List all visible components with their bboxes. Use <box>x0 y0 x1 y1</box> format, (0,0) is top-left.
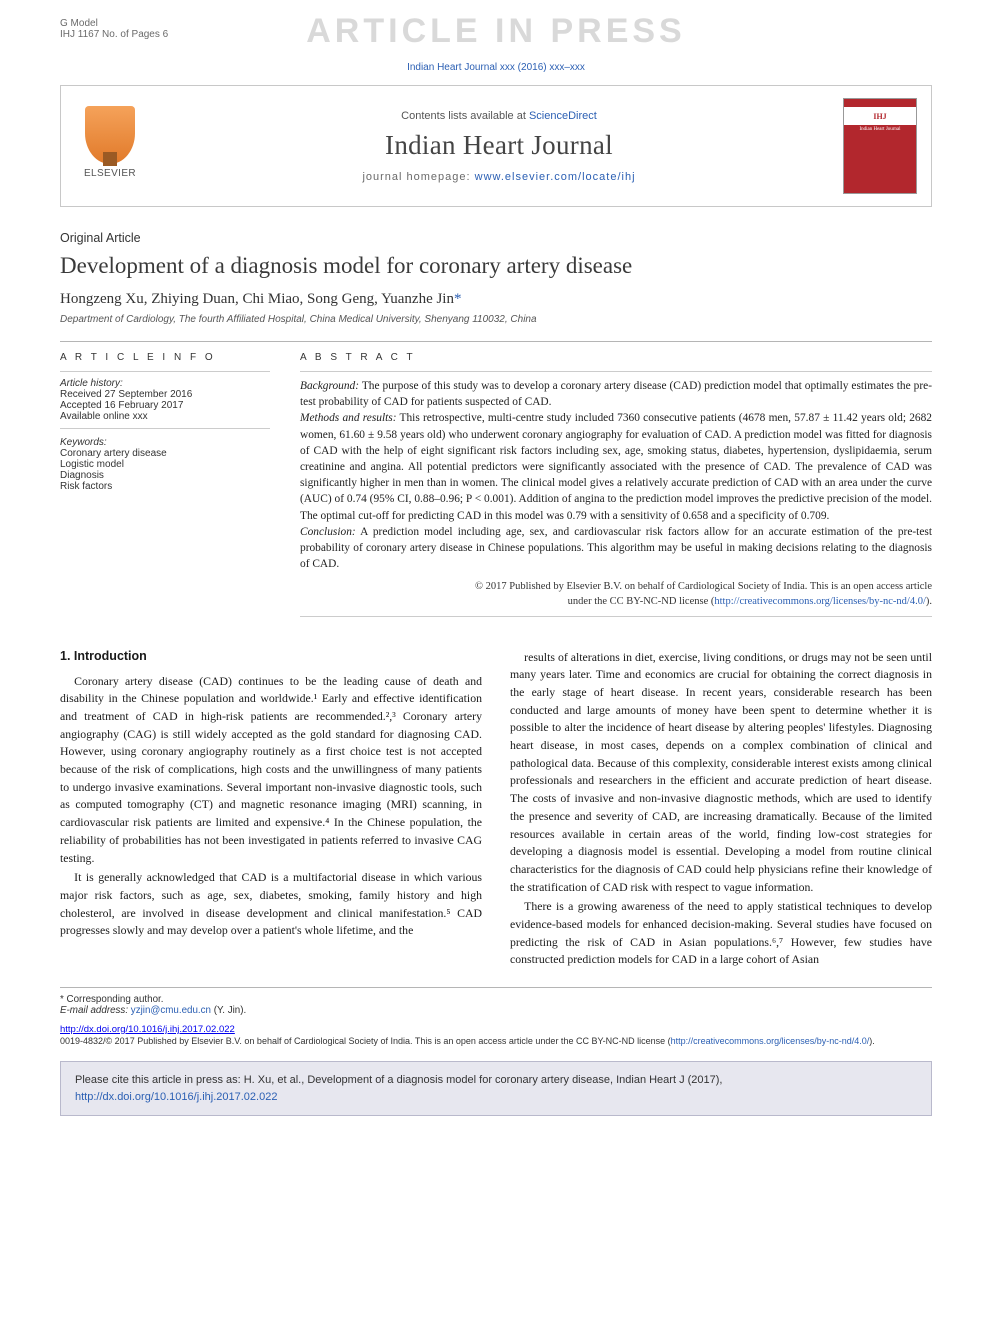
keyword-item: Coronary artery disease <box>60 448 270 459</box>
homepage-prefix: journal homepage: <box>362 171 474 183</box>
rights-text-1: 0019-4832/© 2017 Published by Elsevier B… <box>60 1036 671 1046</box>
corresponding-email-link[interactable]: yzjin@cmu.edu.cn <box>131 1005 211 1016</box>
corresponding-mark: * <box>454 291 462 307</box>
article-type: Original Article <box>60 231 932 245</box>
divider <box>60 341 932 342</box>
abstract-body: Background: The purpose of this study wa… <box>300 378 932 572</box>
online-date: Available online xxx <box>60 411 270 422</box>
background-label: Background: <box>300 380 359 392</box>
thin-rule <box>300 371 932 372</box>
author-list: Hongzeng Xu, Zhiying Duan, Chi Miao, Son… <box>60 291 932 308</box>
copyright-line-1: © 2017 Published by Elsevier B.V. on beh… <box>475 581 932 592</box>
elsevier-tree-icon <box>85 106 135 164</box>
body-paragraph: It is generally acknowledged that CAD is… <box>60 869 482 940</box>
copyright-line-2: under the CC BY-NC-ND license ( <box>568 596 715 607</box>
rights-text-2: ). <box>869 1036 875 1046</box>
accepted-date: Accepted 16 February 2017 <box>60 400 270 411</box>
journal-cover-thumb: IHJ Indian Heart Journal <box>843 98 917 194</box>
keywords-label: Keywords: <box>60 437 270 448</box>
abstract-head: A B S T R A C T <box>300 352 932 363</box>
methods-label: Methods and results: <box>300 412 397 424</box>
citation-text: Please cite this article in press as: H.… <box>75 1074 722 1086</box>
journal-homepage-link[interactable]: www.elsevier.com/locate/ihj <box>475 171 636 183</box>
license-link[interactable]: http://creativecommons.org/licenses/by-n… <box>714 596 926 607</box>
abstract-copyright: © 2017 Published by Elsevier B.V. on beh… <box>300 580 932 609</box>
journal-masthead: ELSEVIER Contents lists available at Sci… <box>60 85 932 207</box>
thin-rule <box>60 428 270 429</box>
received-date: Received 27 September 2016 <box>60 389 270 400</box>
doi-link[interactable]: http://dx.doi.org/10.1016/j.ihj.2017.02.… <box>60 1024 235 1035</box>
methods-text: This retrospective, multi-centre study i… <box>300 412 932 521</box>
article-info-head: A R T I C L E I N F O <box>60 352 270 363</box>
corresponding-author-note: * Corresponding author. <box>60 994 932 1005</box>
keyword-item: Logistic model <box>60 459 270 470</box>
rights-license-link[interactable]: http://creativecommons.org/licenses/by-n… <box>671 1036 870 1046</box>
contents-prefix: Contents lists available at <box>401 110 529 122</box>
body-paragraph: Coronary artery disease (CAD) continues … <box>60 673 482 868</box>
cover-abbr: IHJ <box>844 107 916 125</box>
section-heading-intro: 1. Introduction <box>60 649 482 663</box>
rights-line: 0019-4832/© 2017 Published by Elsevier B… <box>60 1035 932 1047</box>
footnotes: * Corresponding author. E-mail address: … <box>60 987 932 1016</box>
cover-subtitle: Indian Heart Journal <box>848 127 912 133</box>
background-text: The purpose of this study was to develop… <box>300 380 932 408</box>
citation-doi-link[interactable]: http://dx.doi.org/10.1016/j.ihj.2017.02.… <box>75 1091 277 1103</box>
affiliation: Department of Cardiology, The fourth Aff… <box>60 314 932 325</box>
email-label: E-mail address: <box>60 1005 128 1016</box>
conclusion-text: A prediction model including age, sex, a… <box>300 526 932 570</box>
journal-title: Indian Heart Journal <box>169 130 829 161</box>
header-row: G Model IHJ 1167 No. of Pages 6 <box>60 18 932 40</box>
email-owner: (Y. Jin). <box>211 1005 246 1016</box>
copyright-line-3: ). <box>926 596 932 607</box>
thin-rule <box>300 616 932 617</box>
journal-homepage-line: journal homepage: www.elsevier.com/locat… <box>169 171 829 183</box>
body-paragraph: results of alterations in diet, exercise… <box>510 649 932 897</box>
contents-line: Contents lists available at ScienceDirec… <box>169 110 829 122</box>
keyword-item: Diagnosis <box>60 470 270 481</box>
body-paragraph: There is a growing awareness of the need… <box>510 898 932 969</box>
manuscript-ref: IHJ 1167 No. of Pages 6 <box>60 29 168 40</box>
thin-rule <box>60 371 270 372</box>
keyword-item: Risk factors <box>60 481 270 492</box>
history-label: Article history: <box>60 378 270 389</box>
g-model-label: G Model <box>60 18 168 29</box>
authors-text: Hongzeng Xu, Zhiying Duan, Chi Miao, Son… <box>60 291 454 307</box>
body-text: 1. Introduction Coronary artery disease … <box>60 649 932 969</box>
citation-box: Please cite this article in press as: H.… <box>60 1061 932 1116</box>
conclusion-label: Conclusion: <box>300 526 356 538</box>
article-title: Development of a diagnosis model for cor… <box>60 253 932 279</box>
sciencedirect-link[interactable]: ScienceDirect <box>529 110 597 122</box>
publisher-label: ELSEVIER <box>84 168 136 179</box>
publisher-logo: ELSEVIER <box>75 106 145 186</box>
running-citation: Indian Heart Journal xxx (2016) xxx–xxx <box>60 62 932 73</box>
